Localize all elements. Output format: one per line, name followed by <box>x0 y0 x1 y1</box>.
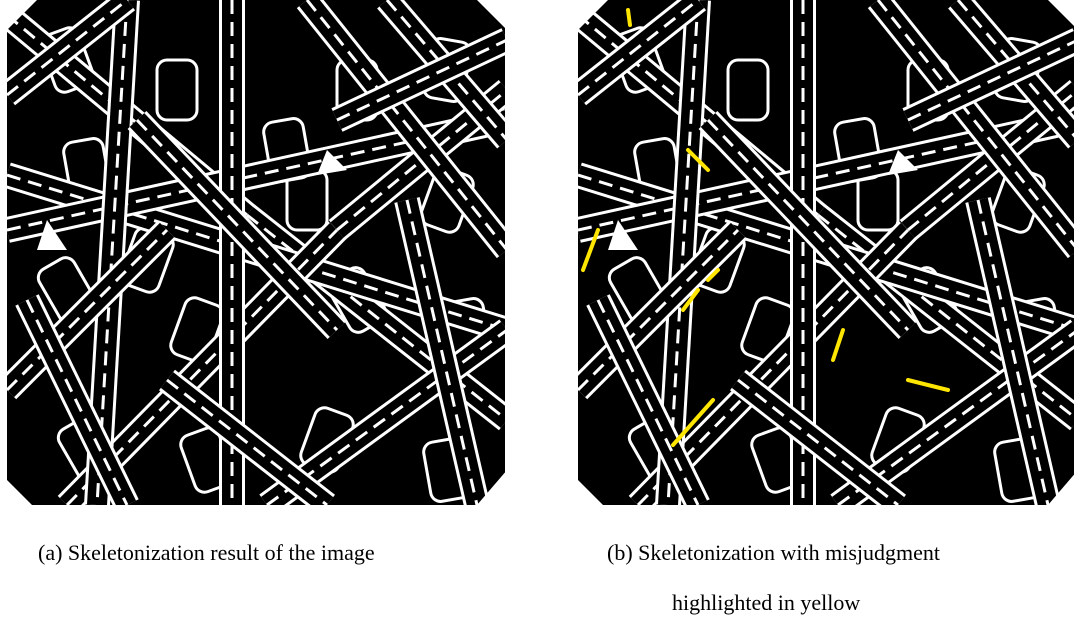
skeleton-image-highlighted <box>578 0 1074 505</box>
page: (a) Skeletonization result of the image … <box>0 0 1074 624</box>
skeleton-image <box>7 0 505 505</box>
caption: (a) Skeletonization result of the image <box>38 540 375 566</box>
caption: highlighted in yellow <box>672 590 860 616</box>
caption: (b) Skeletonization with misjudgment <box>607 540 940 566</box>
misjudgment-highlight <box>628 10 630 25</box>
